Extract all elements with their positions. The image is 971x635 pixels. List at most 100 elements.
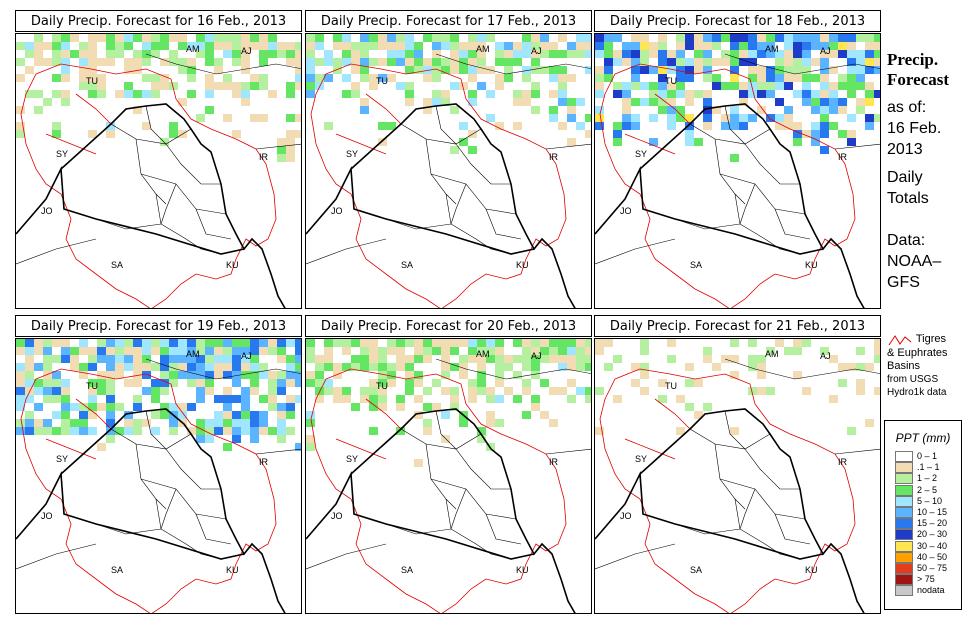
province-boundary [744, 143, 800, 185]
precip-cell [658, 42, 667, 50]
precip-cell [232, 90, 241, 98]
precip-cell [405, 379, 414, 387]
precip-cell [205, 339, 214, 347]
precip-cell [178, 42, 187, 50]
precip-cell [187, 58, 196, 66]
precip-cell [115, 42, 124, 50]
precip-cell [214, 347, 223, 355]
precip-cell [414, 50, 423, 58]
precip-cell [250, 339, 259, 347]
precip-cell [784, 122, 793, 130]
precip-cell [631, 122, 640, 130]
precip-cell [549, 42, 558, 50]
precip-cell [513, 58, 522, 66]
precip-cell [232, 363, 241, 371]
province-boundary [719, 478, 806, 520]
precip-cell [241, 90, 250, 98]
ppt-legend-swatch [895, 473, 913, 485]
precip-cell [567, 379, 576, 387]
precip-cell [793, 74, 802, 82]
precip-cell [178, 363, 187, 371]
precip-cell [151, 90, 160, 98]
precip-cell [495, 347, 504, 355]
precip-cell [613, 58, 622, 66]
precip-cell [585, 339, 591, 347]
province-boundary [425, 443, 457, 510]
precip-cell [52, 90, 61, 98]
precip-cell [486, 411, 495, 419]
precip-cell [540, 339, 549, 347]
precip-cell [730, 154, 739, 162]
precip-cell [232, 427, 241, 435]
province-boundary [95, 218, 162, 230]
precip-cell [558, 90, 567, 98]
precip-cell [595, 66, 604, 74]
province-boundary [430, 478, 517, 520]
precip-cell [865, 34, 874, 42]
precip-cell [106, 122, 115, 130]
precip-cell [196, 34, 205, 42]
precip-cell [658, 82, 667, 90]
country-label-sa: SA [401, 565, 413, 575]
precip-cell [667, 90, 676, 98]
country-border [306, 166, 535, 255]
precip-cell [567, 98, 576, 106]
precip-cell [847, 130, 856, 138]
precip-cell [52, 339, 61, 347]
precip-cell [748, 82, 757, 90]
precip-cell [423, 34, 432, 42]
precip-cell [61, 42, 70, 50]
precip-cell [378, 395, 387, 403]
precip-cell [52, 122, 61, 130]
precip-cell [241, 395, 250, 403]
precip-cell [477, 58, 486, 66]
precip-cell [124, 90, 133, 98]
precip-cell [25, 50, 34, 58]
precip-cell [115, 403, 124, 411]
precip-cell [88, 82, 97, 90]
precip-cell [838, 130, 847, 138]
precip-cell [277, 146, 286, 154]
precip-cell [748, 339, 757, 347]
precip-cell [387, 339, 396, 347]
precip-cell [396, 427, 405, 435]
precip-cell [241, 419, 250, 427]
precip-cell [324, 339, 333, 347]
basin-boundary [20, 63, 277, 308]
precip-cell [360, 50, 369, 58]
country-label-sy: SY [346, 149, 358, 159]
precip-cell [730, 74, 739, 82]
country-label-ir: IR [549, 152, 559, 162]
ppt-legend-row: nodata [895, 585, 961, 597]
precip-cell [432, 34, 441, 42]
precip-cell [495, 122, 504, 130]
precip-cell [486, 347, 495, 355]
precip-cell [88, 355, 97, 363]
precip-cell [757, 90, 766, 98]
precip-cell [333, 395, 342, 403]
precip-cell [549, 106, 558, 114]
precip-cell [558, 387, 567, 395]
precip-cell [838, 50, 847, 58]
ppt-legend-swatch [895, 585, 913, 597]
precip-cell [604, 363, 613, 371]
precip-cell [604, 339, 613, 347]
totals-line-1: Daily [887, 169, 923, 186]
precip-cell [865, 122, 874, 130]
precip-cell [721, 114, 730, 122]
precip-cell [414, 371, 423, 379]
precip-cell [739, 34, 748, 42]
precip-cell [133, 34, 142, 42]
precip-cell [34, 363, 43, 371]
province-boundary [145, 105, 167, 145]
precip-cell [214, 82, 223, 90]
precip-cell [477, 347, 486, 355]
precip-cell [640, 98, 649, 106]
precip-cell [241, 50, 250, 58]
precip-cell [829, 66, 838, 74]
precip-cell [277, 427, 286, 435]
precip-cell [25, 42, 34, 50]
precip-cell [70, 355, 79, 363]
country-label-sy: SY [635, 149, 647, 159]
